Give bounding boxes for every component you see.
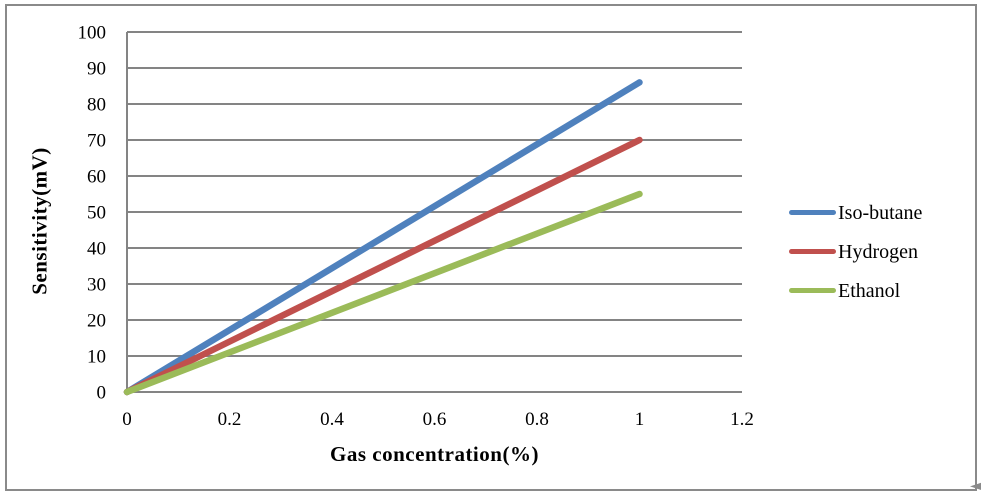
legend: Iso-butane Hydrogen Ethanol [789, 193, 922, 310]
x-tick-label: 0.2 [218, 409, 242, 430]
y-tick-label: 0 [97, 383, 107, 404]
legend-item-hydrogen: Hydrogen [789, 232, 922, 271]
legend-label: Iso-butane [838, 201, 923, 224]
y-tick-label: 10 [87, 347, 106, 368]
series-line-ethanol [123, 190, 643, 396]
legend-line-swatch [789, 249, 836, 254]
y-axis-title: Sensitivity(mV) [27, 147, 52, 295]
y-tick-label: 30 [87, 275, 106, 296]
legend-item-ethanol: Ethanol [789, 271, 922, 310]
legend-line-swatch [789, 210, 836, 215]
x-tick-label: 0.8 [525, 409, 549, 430]
y-tick-label: 50 [87, 203, 106, 224]
x-tick-label: 0.6 [423, 409, 447, 430]
y-tick-label: 40 [87, 239, 106, 260]
cursor-arrow-icon: ◄ [970, 475, 981, 496]
y-tick-label: 60 [87, 167, 106, 188]
x-tick-label: 1 [635, 409, 645, 430]
x-tick-label: 0.4 [320, 409, 344, 430]
legend-label: Ethanol [838, 279, 901, 302]
legend-item-iso-butane: Iso-butane [789, 193, 922, 232]
x-tick-label: 0 [122, 409, 132, 430]
series-line-hydrogen [123, 136, 643, 396]
y-tick-label: 20 [87, 311, 106, 332]
y-tick-label: 70 [87, 131, 106, 152]
legend-line-swatch [789, 288, 836, 293]
series-line-iso-butane [123, 79, 643, 396]
y-tick-label: 80 [87, 95, 106, 116]
x-tick-label: 1.2 [730, 409, 754, 430]
y-tick-label: 100 [78, 23, 107, 44]
y-tick-label: 90 [87, 59, 106, 80]
legend-label: Hydrogen [838, 240, 918, 263]
x-axis-title: Gas concentration(%) [330, 442, 539, 466]
